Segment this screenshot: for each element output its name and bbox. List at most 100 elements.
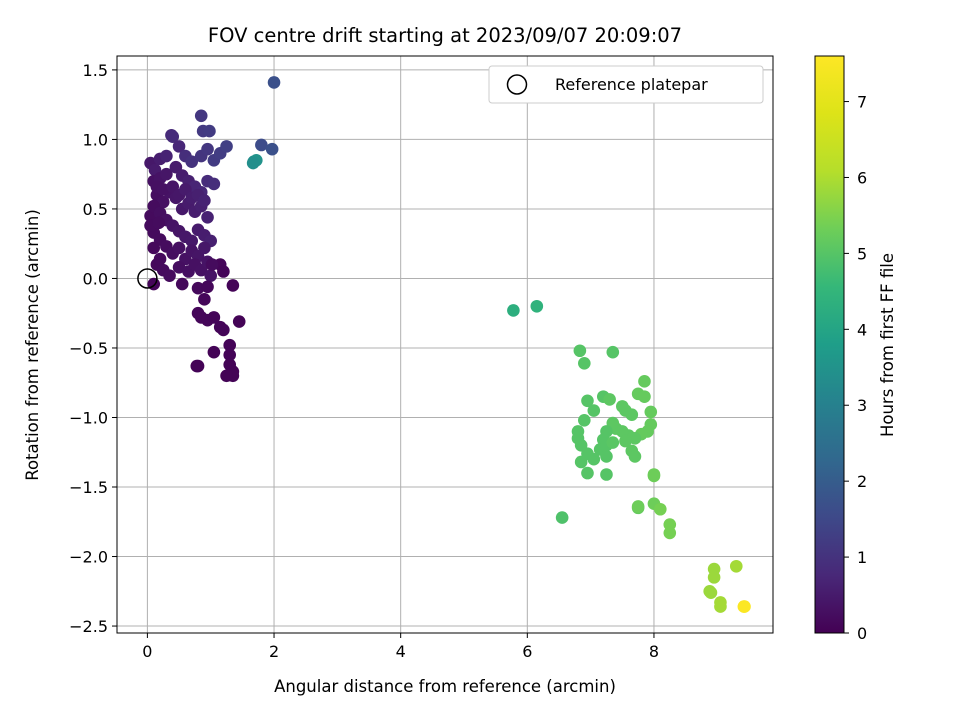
scatter-point: [217, 265, 230, 278]
scatter-point: [185, 234, 199, 248]
legend: Reference platepar: [488, 65, 764, 104]
scatter-point: [205, 258, 219, 271]
x-tick-label: 6: [522, 642, 532, 661]
colorbar: 0 1 2 3 4 5 6 7 Hours from first FF file: [814, 55, 897, 643]
scatter-point: [185, 155, 199, 168]
colorbar-tick-label: 7: [857, 93, 867, 112]
scatter-point: [147, 241, 161, 255]
scatter-point: [203, 124, 216, 138]
x-tick-label: 4: [396, 642, 406, 661]
scatter-point: [707, 571, 721, 584]
y-tick-label: 1.0: [83, 130, 108, 149]
scatter-point: [201, 210, 214, 224]
colorbar-tick-label: 0: [857, 624, 867, 643]
scatter-point: [144, 209, 157, 223]
scatter-point: [223, 348, 237, 362]
scatter-point: [198, 293, 211, 306]
scatter-point: [201, 142, 214, 156]
colorbar-gradient: [815, 56, 844, 633]
scatter-point: [578, 413, 591, 427]
scatter-point: [507, 304, 520, 317]
scatter-point: [194, 109, 208, 123]
scatter-point: [172, 140, 186, 153]
scatter-point: [587, 404, 601, 417]
scatter-point: [738, 600, 751, 613]
scatter-point: [220, 140, 233, 153]
colorbar-frame: [814, 55, 845, 634]
scatter-point: [574, 455, 588, 469]
scatter-point: [265, 142, 279, 156]
scatter-point: [156, 195, 170, 209]
scatter-point: [153, 252, 167, 266]
scatter-point: [172, 241, 186, 255]
scatter-point: [600, 450, 613, 463]
scatter-point: [163, 269, 176, 282]
scatter-point: [581, 466, 594, 480]
y-tick-label: −1.0: [69, 408, 108, 427]
scatter-point: [267, 76, 281, 89]
scatter-point: [220, 369, 233, 383]
y-tick-label: 1.5: [83, 61, 108, 80]
y-tick-label: −2.0: [69, 548, 108, 567]
scatter-point: [204, 269, 218, 282]
scatter-point: [571, 432, 585, 445]
colorbar-label: Hours from first FF file: [878, 253, 897, 437]
scatter-point: [226, 279, 240, 292]
scatter-point: [160, 149, 173, 163]
scatter-point: [578, 356, 591, 370]
y-tick-label: 0.5: [83, 200, 108, 219]
scatter-point: [573, 344, 587, 358]
scatter-point: [232, 315, 246, 328]
scatter-point: [653, 502, 667, 516]
colorbar-tick-label: 4: [857, 320, 867, 339]
scatter-point: [198, 194, 211, 207]
scatter-point: [160, 167, 173, 181]
scatter-point: [166, 130, 180, 143]
scatter-point: [207, 345, 221, 359]
scatter-point: [606, 436, 620, 449]
scatter-point: [207, 311, 221, 324]
scatter-point: [223, 338, 237, 352]
scatter-point: [714, 600, 727, 613]
scatter-point: [581, 394, 594, 408]
scatter-point: [663, 526, 677, 540]
y-tick-label: −2.5: [69, 617, 108, 636]
scatter-point: [255, 138, 268, 152]
scatter-point: [619, 434, 632, 448]
colorbar-ticks: 0 1 2 3 4 5 6 7: [844, 93, 867, 643]
y-axis-label: Rotation from reference (arcmin): [23, 209, 42, 481]
scatter-point: [729, 559, 743, 573]
scatter-point: [555, 511, 569, 524]
x-tick-label: 2: [269, 642, 279, 661]
y-tick-label: 0.0: [83, 269, 108, 288]
axes-frame: [116, 55, 774, 634]
scatter-point: [704, 586, 718, 599]
scatter-point: [156, 183, 170, 196]
x-tick-label: 0: [142, 642, 152, 661]
legend-marker-reference: [506, 74, 528, 95]
scatter-point: [198, 241, 211, 255]
scatter-point: [644, 405, 658, 419]
scatter-point: [246, 156, 260, 170]
scatter-point: [217, 323, 230, 337]
colorbar-tick-label: 2: [857, 472, 867, 491]
x-tick-label: 8: [649, 642, 659, 661]
y-tick-label: −0.5: [69, 339, 108, 358]
x-axis-label: Angular distance from reference (arcmin): [274, 677, 616, 696]
scatter-point: [631, 500, 645, 513]
scatter-point: [207, 177, 221, 191]
scatter-point: [628, 450, 642, 463]
chart-title: FOV centre drift starting at 2023/09/07 …: [208, 24, 682, 47]
scatter-point: [191, 359, 205, 373]
legend-entry-reference: Reference platepar: [555, 75, 708, 94]
scatter-point: [152, 216, 166, 230]
scatter-point: [625, 408, 639, 422]
scatter-point: [638, 375, 651, 388]
colorbar-tick-label: 1: [857, 548, 867, 567]
scatter-point: [201, 280, 214, 294]
colorbar-tick-label: 5: [857, 244, 867, 263]
scatter-point: [530, 299, 544, 313]
colorbar-tick-label: 3: [857, 396, 867, 415]
scatter-point: [606, 345, 620, 359]
